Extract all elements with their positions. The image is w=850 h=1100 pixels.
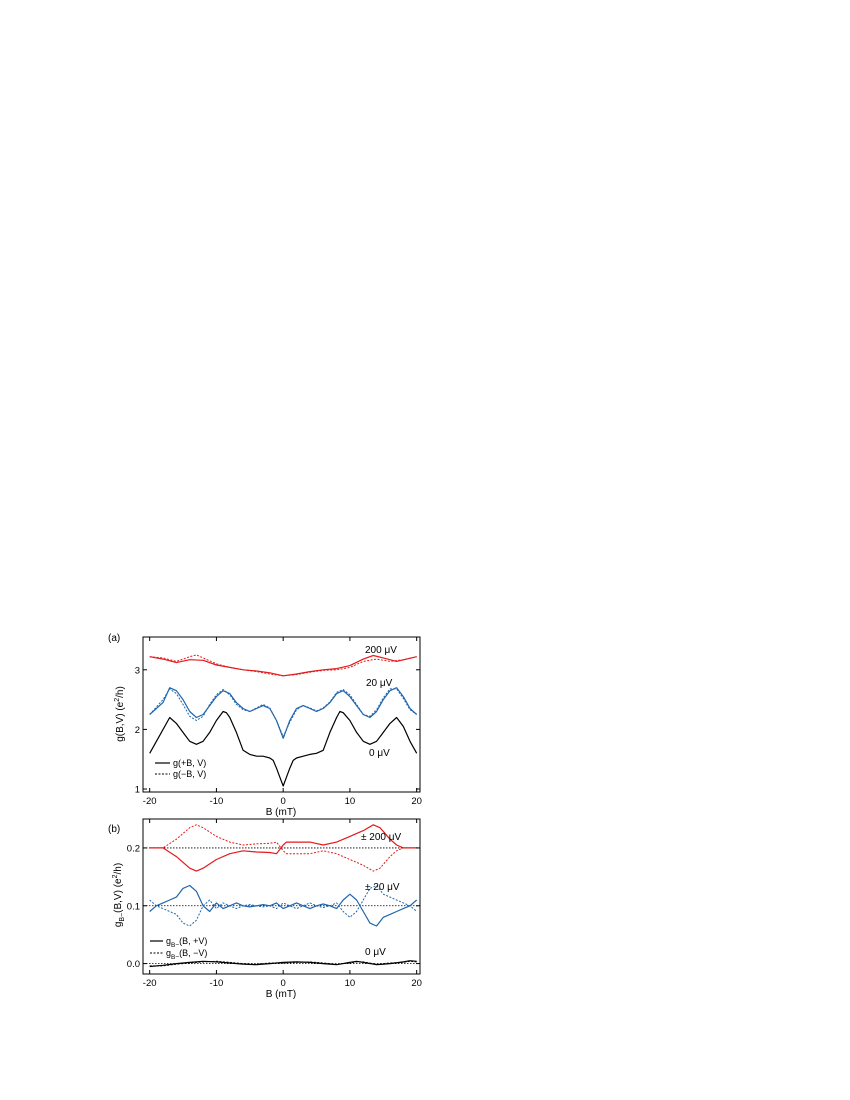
panel-a-plot-area — [149, 654, 418, 787]
panel-b-legend-solid-sub: B− — [171, 942, 179, 949]
panel-a-annotation-200uv: 200 μV — [365, 645, 397, 656]
panel-a-series-2 — [149, 687, 418, 739]
panel-b-legend-solid-label: gB−(B, +V) — [166, 936, 207, 949]
panel-b-x-tick-label-0: -20 — [143, 978, 157, 989]
panel-a-y-axis-label-tail: /h) — [115, 686, 126, 698]
panel-a-x-tick-label-2: 0 — [281, 796, 286, 807]
panel-b-frame — [142, 818, 421, 975]
panel-b-legend-solid-main: g — [166, 936, 171, 946]
panel-a-y-tick-label-0: 1 — [135, 785, 140, 796]
panel-b-y-axis-label-tail: (B,V) (e — [113, 878, 124, 913]
panel-b-y-tick-label-2: 0.2 — [127, 843, 140, 854]
panel-a-y-ticks: 1 2 3 — [135, 665, 420, 796]
panel-b-x-tick-label-2: 0 — [281, 978, 286, 989]
panel-b-legend: gB−(B, +V) gB−(B, −V) — [150, 936, 207, 961]
panel-a-x-tick-label-1: -10 — [210, 796, 224, 807]
panel-b-legend-solid-tail: (B, +V) — [179, 936, 207, 946]
panel-a-annotation-20uv: 20 μV — [366, 678, 393, 689]
panel-b-x-axis-label: B (mT) — [266, 989, 297, 1000]
panel-b-y-axis-label-end: /h) — [113, 863, 124, 875]
panel-b-legend-dotted-label: gB−(B, −V) — [166, 948, 207, 961]
panel-b-series-2 — [149, 884, 418, 927]
panel-a-series-4 — [149, 710, 418, 787]
panel-b-y-tick-label-1: 0.1 — [127, 901, 140, 912]
panel-b-y-axis-label-sup: 2 — [112, 874, 119, 878]
panel-a-x-axis-label: B (mT) — [266, 807, 297, 818]
panel-b-legend-dotted-tail: (B, −V) — [179, 948, 207, 958]
panel-b-label: (b) — [108, 824, 120, 835]
panel-a-y-tick-label-1: 2 — [135, 725, 140, 736]
panel-a-legend: g(+B, V) g(−B, V) — [155, 758, 206, 779]
panel-a-x-tick-label-0: -20 — [143, 796, 157, 807]
panel-b-y-axis-label-sub: B− — [119, 913, 126, 922]
panel-a-series-3 — [149, 688, 417, 738]
panel-b-series-4 — [149, 960, 417, 968]
panel-b-legend-dotted-main: g — [166, 948, 171, 958]
panel-a-legend-solid-label: g(+B, V) — [173, 758, 206, 768]
panel-b-y-axis-label-main: g — [113, 922, 124, 928]
panel-a-series-0 — [149, 654, 417, 677]
panel-a-y-tick-label-2: 3 — [135, 665, 140, 676]
panel-a: (a) -20 -10 0 10 20 123 B (mT) g(B,V) (e2/h)… — [108, 633, 422, 818]
panel-b-x-tick-label-1: -10 — [210, 978, 224, 989]
panel-a-annotation-0uv: 0 μV — [369, 748, 390, 759]
panel-b-series-0 — [149, 824, 417, 872]
panel-b-series-5 — [149, 960, 417, 967]
panel-b-x-ticks: -20 -10 0 10 20 — [143, 819, 422, 989]
panel-a-y-axis-label-sup: 2 — [114, 698, 121, 702]
panel-a-x-ticks: -20 -10 0 10 20 — [143, 637, 422, 807]
panel-b-x-tick-label-4: 20 — [411, 978, 422, 989]
panel-a-y-axis-label: g(B,V) (e2/h) — [114, 686, 126, 742]
panel-a-y-axis-label-main: g(B,V) (e — [115, 701, 126, 741]
panel-a-x-tick-label-4: 20 — [411, 796, 422, 807]
panel-b-annotation-0uv: 0 μV — [365, 947, 386, 958]
panel-b-legend-dotted-sub: B− — [171, 954, 179, 961]
panel-a-label: (a) — [108, 633, 120, 644]
panel-b-y-axis-label: gB−(B,V) (e2/h) — [112, 863, 126, 927]
panel-a-series-1 — [149, 654, 417, 677]
panel-b-y-ticks: 0.0 0.1 0.2 — [127, 843, 420, 970]
panel-b-annotation-200uv: ± 200 μV — [361, 832, 401, 843]
panel-b-x-tick-label-3: 10 — [345, 978, 356, 989]
panel-a-frame — [142, 636, 421, 793]
panel-a-legend-dotted-label: g(−B, V) — [173, 769, 206, 779]
panel-b-annotation-20uv: ± 20 μV — [365, 882, 400, 893]
panel-a-x-tick-label-3: 10 — [345, 796, 356, 807]
panel-b-series-1 — [149, 824, 417, 872]
panel-b-plot-area — [149, 824, 418, 968]
panel-b-y-tick-label-0: 0.0 — [127, 959, 140, 970]
panel-b: (b) -20 -10 0 10 20 0.00.10.2 B (mT) gB−(B,V… — [108, 818, 422, 1000]
